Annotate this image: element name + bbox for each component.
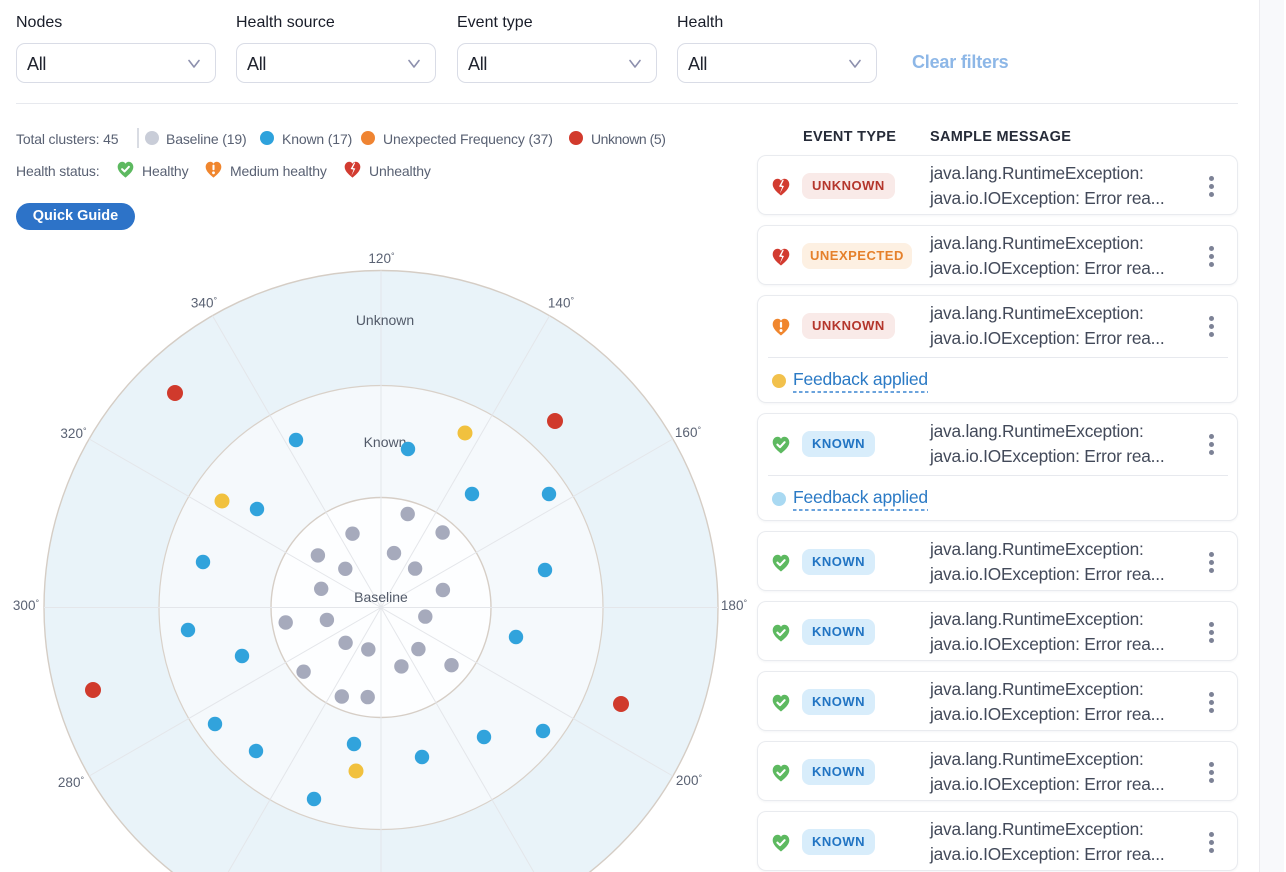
svg-text:320°: 320° — [60, 426, 87, 441]
svg-text:200°: 200° — [676, 773, 703, 788]
svg-text:280°: 280° — [58, 775, 85, 790]
svg-text:180°: 180° — [721, 598, 748, 613]
svg-text:Known: Known — [364, 434, 407, 450]
svg-text:Unknown: Unknown — [356, 312, 414, 328]
svg-text:160°: 160° — [675, 425, 702, 440]
svg-text:Baseline: Baseline — [354, 589, 408, 605]
svg-text:300°: 300° — [13, 598, 40, 613]
svg-text:140°: 140° — [548, 296, 575, 311]
svg-text:340°: 340° — [191, 296, 218, 311]
svg-text:120°: 120° — [368, 251, 395, 266]
